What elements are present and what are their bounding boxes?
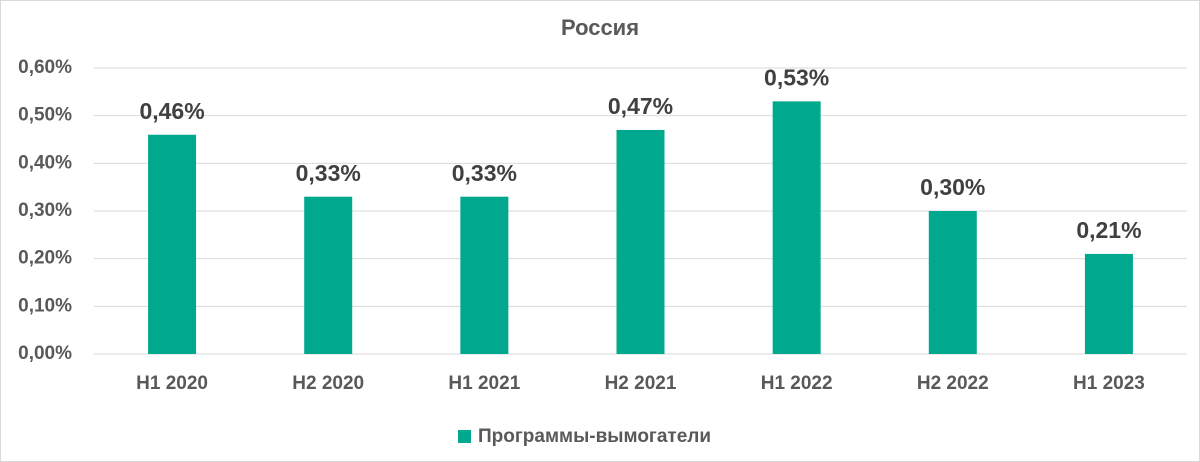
data-label: 0,33% xyxy=(296,160,361,186)
y-tick-label: 0,50% xyxy=(18,105,72,126)
y-tick-label: 0,30% xyxy=(18,200,72,221)
data-label: 0,47% xyxy=(608,93,673,119)
y-tick-label: 0,60% xyxy=(18,57,72,78)
x-tick-label: H2 2020 xyxy=(292,373,364,394)
chart-title: Россия xyxy=(561,15,639,40)
data-label: 0,21% xyxy=(1076,217,1141,243)
y-tick-label: 0,40% xyxy=(18,152,72,173)
data-label: 0,46% xyxy=(139,98,204,124)
bar xyxy=(772,101,821,354)
x-tick-label: H2 2022 xyxy=(917,373,989,394)
data-label: 0,33% xyxy=(452,160,517,186)
x-tick-label: H1 2022 xyxy=(761,373,833,394)
bar xyxy=(616,129,665,354)
bar xyxy=(148,134,197,354)
legend-swatch xyxy=(458,430,471,443)
bar xyxy=(460,196,509,354)
legend-label: Программы-вымогатели xyxy=(478,426,711,447)
x-tick-label: H1 2020 xyxy=(136,373,208,394)
y-tick-label: 0,20% xyxy=(18,248,72,269)
bar xyxy=(928,211,977,354)
bar xyxy=(304,196,353,354)
y-tick-label: 0,10% xyxy=(18,295,72,316)
bar xyxy=(1084,253,1133,354)
x-tick-label: H2 2021 xyxy=(605,373,677,394)
x-tick-label: H1 2021 xyxy=(448,373,520,394)
data-label: 0,53% xyxy=(764,64,829,90)
y-tick-label: 0,00% xyxy=(18,343,72,364)
x-tick-label: H1 2023 xyxy=(1073,373,1145,394)
data-label: 0,30% xyxy=(920,174,985,200)
